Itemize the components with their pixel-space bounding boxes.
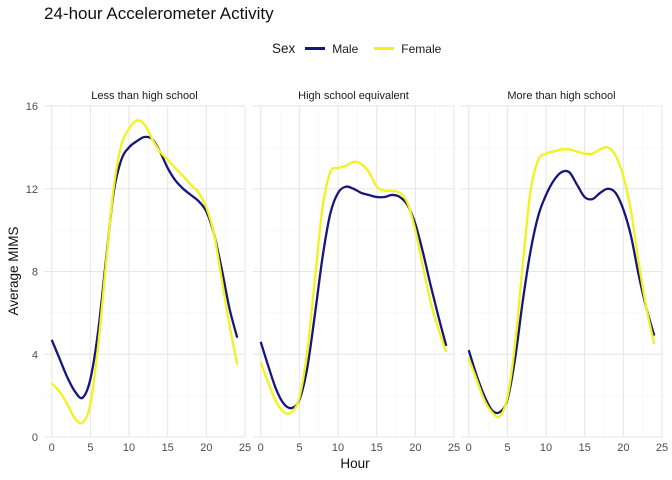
chart-title: 24-hour Accelerometer Activity <box>44 4 274 23</box>
panel-high-school-equivalent: High school equivalent 0 5 10 15 20 25 <box>253 90 460 454</box>
series-line-female <box>259 160 448 415</box>
series-line-female <box>467 145 656 419</box>
panel-more-than-high-school: More than high school 0 5 10 15 20 25 <box>461 90 668 454</box>
series-line-male <box>467 169 656 415</box>
x-tick-label: 20 <box>617 442 629 454</box>
y-tick-label: 16 <box>26 101 38 113</box>
x-tick-label: 5 <box>504 442 510 454</box>
legend-item-female: Female <box>374 42 441 56</box>
x-tick-label: 10 <box>332 442 344 454</box>
x-tick-label: 20 <box>200 442 212 454</box>
x-tick-label: 5 <box>87 442 93 454</box>
legend-title: Sex <box>272 41 296 56</box>
x-tick-label: 5 <box>296 442 302 454</box>
legend: Sex Male Female <box>272 41 457 56</box>
legend-swatch-female <box>374 47 395 50</box>
x-tick-label: 0 <box>49 442 55 454</box>
x-tick-label: 10 <box>123 442 135 454</box>
x-tick-label: 20 <box>409 442 421 454</box>
panel-title: Less than high school <box>91 90 197 102</box>
x-tick-label: 0 <box>258 442 264 454</box>
legend-swatch-male <box>305 47 326 50</box>
legend-label-male: Male <box>332 41 359 56</box>
y-tick-label: 0 <box>32 432 38 444</box>
series-line-male <box>259 185 448 410</box>
y-axis-title: Average MIMS <box>6 226 21 315</box>
panel-less-than-high-school: Less than high school 0 5 10 15 20 25 0 4 8 12 16 <box>26 90 251 454</box>
x-tick-label: 0 <box>466 442 472 454</box>
panel-title: High school equivalent <box>298 90 409 102</box>
legend-label-female: Female <box>401 41 442 56</box>
y-tick-label: 12 <box>26 184 38 196</box>
x-tick-label: 15 <box>371 442 383 454</box>
x-tick-label: 25 <box>448 442 460 454</box>
legend-item-male: Male <box>305 42 358 56</box>
x-tick-label: 10 <box>540 442 552 454</box>
series-line-female <box>50 119 239 425</box>
x-axis-title: Hour <box>340 456 370 471</box>
x-tick-label: 25 <box>239 442 251 454</box>
x-tick-label: 15 <box>579 442 591 454</box>
y-tick-label: 8 <box>32 267 38 279</box>
panel-title: More than high school <box>507 90 615 102</box>
y-tick-label: 4 <box>32 349 38 361</box>
series-line-male <box>50 135 239 400</box>
x-tick-label: 15 <box>162 442 174 454</box>
x-tick-label: 25 <box>656 442 668 454</box>
